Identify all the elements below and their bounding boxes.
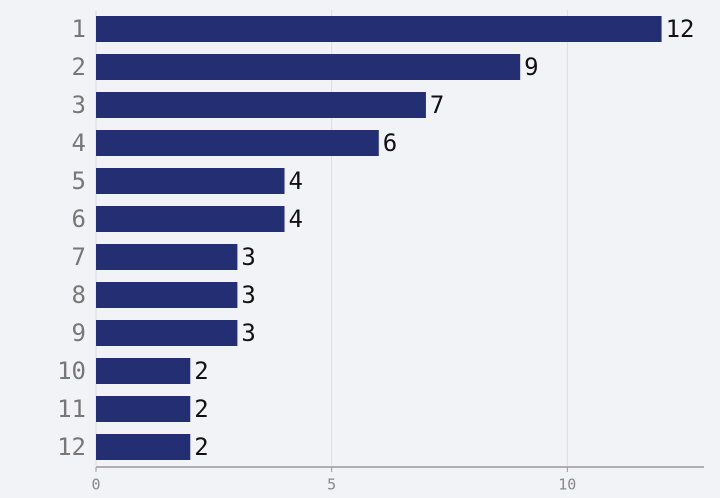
y-tick-label: 9 — [72, 319, 86, 347]
bar — [96, 92, 426, 118]
y-tick-label: 11 — [57, 395, 86, 423]
y-tick-label: 10 — [57, 357, 86, 385]
bar — [96, 396, 191, 422]
value-label: 3 — [241, 281, 255, 309]
value-label: 4 — [289, 167, 303, 195]
y-tick-label: 8 — [72, 281, 86, 309]
bar — [96, 320, 238, 346]
x-tick-label: 5 — [327, 476, 336, 494]
x-tick-label: 10 — [558, 476, 576, 494]
bar — [96, 130, 379, 156]
value-label: 9 — [524, 53, 538, 81]
value-label: 2 — [194, 433, 208, 461]
value-label: 2 — [194, 357, 208, 385]
y-tick-label: 5 — [72, 167, 86, 195]
bar — [96, 16, 662, 42]
value-label: 6 — [383, 129, 397, 157]
bar — [96, 434, 191, 460]
value-label: 3 — [241, 243, 255, 271]
bar — [96, 54, 521, 80]
y-tick-label: 2 — [72, 53, 86, 81]
x-tick-label: 0 — [91, 476, 100, 494]
value-label: 2 — [194, 395, 208, 423]
y-tick-label: 1 — [72, 15, 86, 43]
y-tick-label: 7 — [72, 243, 86, 271]
value-label: 3 — [241, 319, 255, 347]
y-tick-label: 3 — [72, 91, 86, 119]
bar — [96, 244, 238, 270]
bar — [96, 282, 238, 308]
bar — [96, 206, 285, 232]
value-label: 4 — [289, 205, 303, 233]
y-tick-label: 6 — [72, 205, 86, 233]
value-label: 12 — [666, 15, 695, 43]
bar — [96, 168, 285, 194]
y-tick-label: 4 — [72, 129, 86, 157]
bar — [96, 358, 191, 384]
value-label: 7 — [430, 91, 444, 119]
y-tick-label: 12 — [57, 433, 86, 461]
